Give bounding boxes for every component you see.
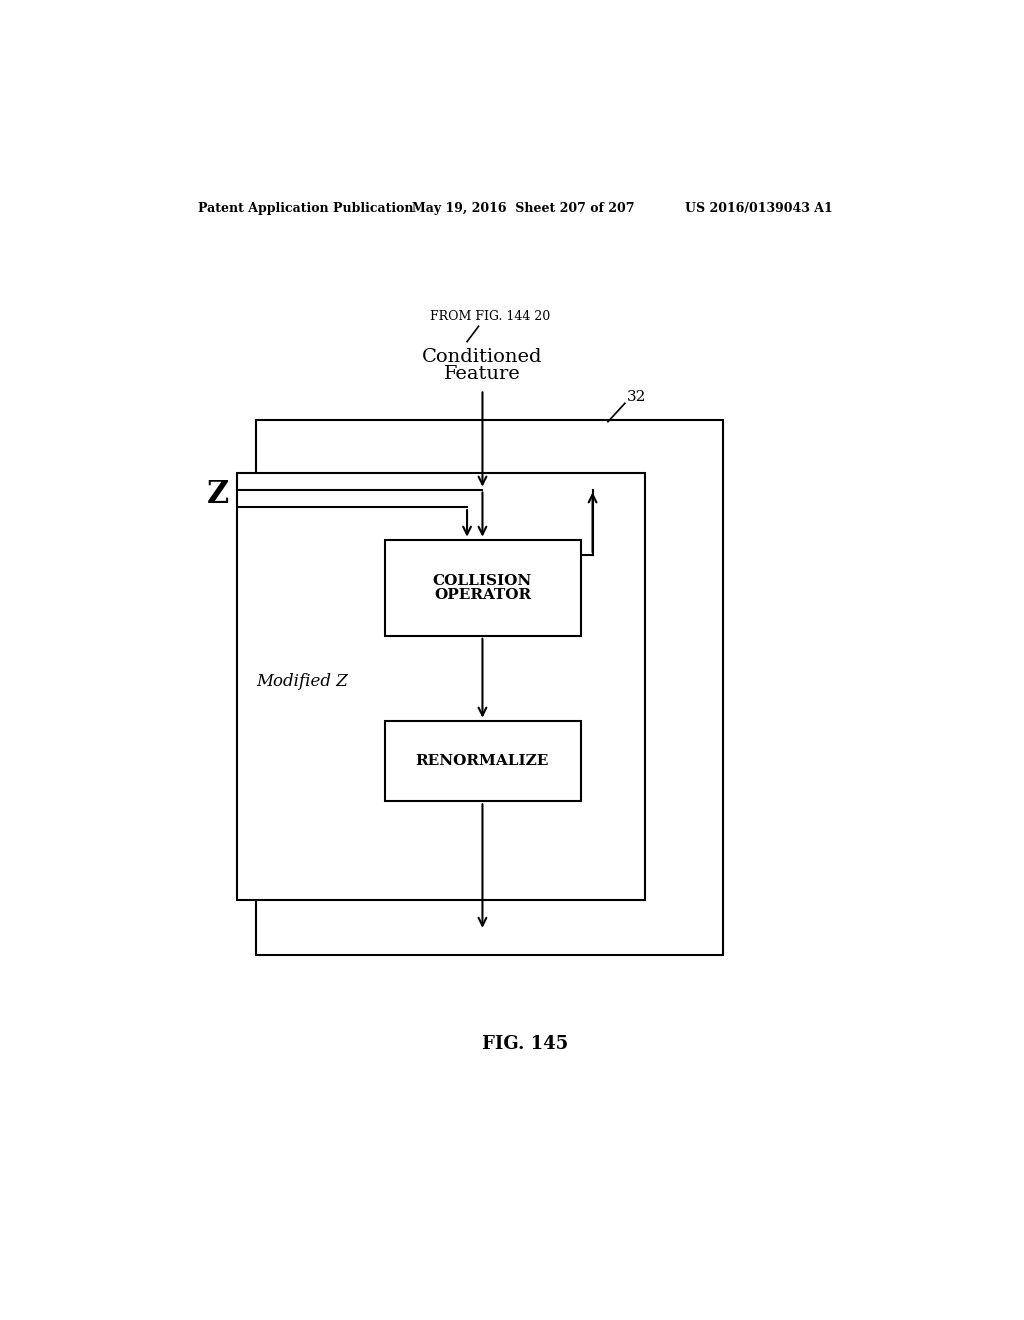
Text: RENORMALIZE: RENORMALIZE <box>416 754 549 768</box>
Bar <box>256 420 724 956</box>
Text: Conditioned: Conditioned <box>422 348 543 366</box>
Text: Feature: Feature <box>444 366 521 383</box>
Text: 32: 32 <box>628 391 646 404</box>
Bar <box>237 473 645 900</box>
Text: US 2016/0139043 A1: US 2016/0139043 A1 <box>685 202 833 215</box>
Text: OPERATOR: OPERATOR <box>434 587 531 602</box>
Text: Patent Application Publication: Patent Application Publication <box>199 202 414 215</box>
Bar <box>385 721 581 801</box>
Text: Z: Z <box>207 479 229 510</box>
Text: May 19, 2016  Sheet 207 of 207: May 19, 2016 Sheet 207 of 207 <box>412 202 634 215</box>
Text: Modified Z: Modified Z <box>256 673 348 690</box>
Text: COLLISION: COLLISION <box>433 574 532 587</box>
Bar <box>385 540 581 636</box>
Text: FIG. 145: FIG. 145 <box>481 1035 568 1053</box>
Text: FROM FIG. 144 20: FROM FIG. 144 20 <box>430 310 550 323</box>
